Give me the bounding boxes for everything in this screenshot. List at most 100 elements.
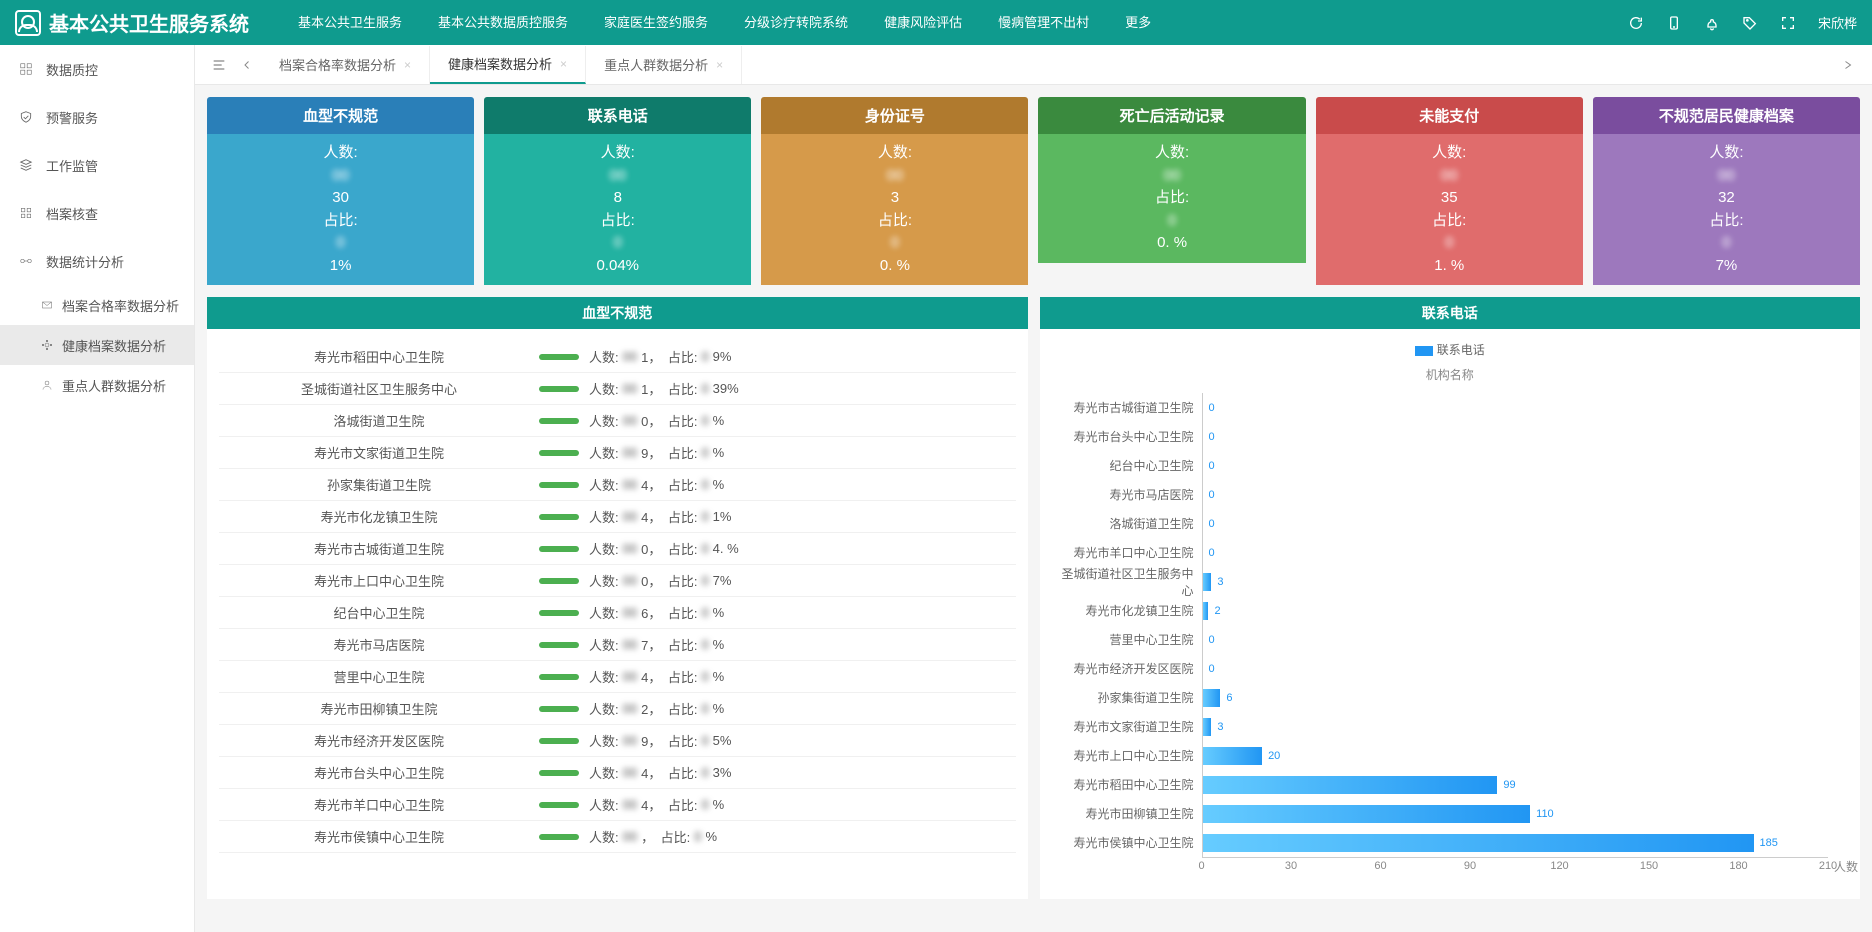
chart-bar-cell: 20 bbox=[1202, 741, 1829, 770]
org-name: 营里中心卫生院 bbox=[219, 667, 539, 686]
shield-icon bbox=[18, 109, 34, 125]
chart-row: 寿光市古城街道卫生院 0 bbox=[1052, 393, 1829, 422]
panel-title: 血型不规范 bbox=[207, 297, 1028, 329]
tag-icon[interactable] bbox=[1742, 15, 1758, 31]
table-row: 寿光市侯镇中心卫生院 人数:00， 占比:0% bbox=[219, 821, 1016, 853]
chart-bar-label: 寿光市古城街道卫生院 bbox=[1052, 399, 1202, 416]
grid-icon bbox=[18, 61, 34, 77]
progress-bar bbox=[539, 354, 579, 360]
org-name: 寿光市文家街道卫生院 bbox=[219, 443, 539, 462]
username[interactable]: 宋欣桦 bbox=[1818, 13, 1857, 32]
chart-bar-value: 0 bbox=[1209, 431, 1215, 443]
tabs-next-icon[interactable] bbox=[1834, 51, 1862, 79]
panel-blood-type: 血型不规范 寿光市稻田中心卫生院 人数:001， 占比:09% 圣城街道社区卫生… bbox=[207, 297, 1028, 899]
chart-bar-label: 寿光市田柳镇卫生院 bbox=[1052, 805, 1202, 822]
panel-title: 联系电话 bbox=[1040, 297, 1861, 329]
tabs: 档案合格率数据分析×健康档案数据分析×重点人群数据分析× bbox=[261, 46, 1834, 84]
tabs-prev-icon[interactable] bbox=[233, 51, 261, 79]
mobile-icon[interactable] bbox=[1666, 15, 1682, 31]
nav-item[interactable]: 家庭医生签约服务 bbox=[586, 0, 726, 45]
tab[interactable]: 健康档案数据分析 × bbox=[430, 46, 586, 84]
summary-card[interactable]: 血型不规范 人数:0030 占比:01% bbox=[207, 97, 474, 285]
card-body: 人数:0032 占比:07% bbox=[1593, 134, 1860, 285]
nav-item[interactable]: 基本公共卫生服务 bbox=[280, 0, 420, 45]
chart-bar-label: 寿光市稻田中心卫生院 bbox=[1052, 776, 1202, 793]
fullscreen-icon[interactable] bbox=[1780, 15, 1796, 31]
table-row: 寿光市古城街道卫生院 人数:000， 占比:04. % bbox=[219, 533, 1016, 565]
chart-row: 寿光市文家街道卫生院 3 bbox=[1052, 712, 1829, 741]
summary-card[interactable]: 不规范居民健康档案 人数:0032 占比:07% bbox=[1593, 97, 1860, 285]
link-icon bbox=[18, 253, 34, 269]
chart-bar-value: 0 bbox=[1209, 518, 1215, 530]
axis-tick: 90 bbox=[1464, 860, 1476, 872]
main: 档案合格率数据分析×健康档案数据分析×重点人群数据分析× 血型不规范 人数:00… bbox=[195, 45, 1872, 932]
chart-bar-label: 寿光市化龙镇卫生院 bbox=[1052, 602, 1202, 619]
chart-bar-cell: 2 bbox=[1202, 596, 1829, 625]
chart-bar-label: 营里中心卫生院 bbox=[1052, 631, 1202, 648]
chart-row: 寿光市上口中心卫生院 20 bbox=[1052, 741, 1829, 770]
tab[interactable]: 重点人群数据分析× bbox=[586, 46, 742, 84]
axis-tick: 60 bbox=[1374, 860, 1386, 872]
chart-row: 寿光市台头中心卫生院 0 bbox=[1052, 422, 1829, 451]
sidebar-collapse-icon[interactable] bbox=[205, 51, 233, 79]
summary-card[interactable]: 死亡后活动记录 人数:00 占比:00. % bbox=[1038, 97, 1305, 285]
chart-bar bbox=[1203, 602, 1209, 620]
axis-label: 人数 bbox=[1834, 858, 1858, 875]
sidebar-item[interactable]: 工作监管 bbox=[0, 141, 194, 189]
summary-card[interactable]: 身份证号 人数:003 占比:00. % bbox=[761, 97, 1028, 285]
user-icon bbox=[40, 378, 54, 392]
row-bar-cell: 人数:004， 占比:0% bbox=[539, 795, 1016, 814]
sidebar-sub-item[interactable]: 档案合格率数据分析 bbox=[0, 285, 194, 325]
card-body: 人数:003 占比:00. % bbox=[761, 134, 1028, 285]
summary-card[interactable]: 未能支付 人数:0035 占比:01. % bbox=[1316, 97, 1583, 285]
chart-row: 寿光市田柳镇卫生院 110 bbox=[1052, 799, 1829, 828]
sidebar-item-label: 数据质控 bbox=[46, 60, 98, 79]
sidebar-sub-item[interactable]: 重点人群数据分析 bbox=[0, 365, 194, 405]
table-row: 寿光市稻田中心卫生院 人数:001， 占比:09% bbox=[219, 341, 1016, 373]
chart-row: 孙家集街道卫生院 6 bbox=[1052, 683, 1829, 712]
close-icon[interactable]: × bbox=[560, 57, 567, 71]
row-stats: 人数:004， 占比:01% bbox=[589, 507, 731, 526]
sidebar-sub-label: 健康档案数据分析 bbox=[62, 336, 166, 355]
sidebar-item[interactable]: 数据质控 bbox=[0, 45, 194, 93]
chart-bar-value: 2 bbox=[1214, 605, 1220, 617]
axis-tick: 30 bbox=[1285, 860, 1297, 872]
bell-icon[interactable] bbox=[1704, 15, 1720, 31]
table-row: 寿光市马店医院 人数:007， 占比:0% bbox=[219, 629, 1016, 661]
chart-row: 寿光市稻田中心卫生院 99 bbox=[1052, 770, 1829, 799]
nav-item[interactable]: 慢病管理不出村 bbox=[980, 0, 1107, 45]
card-body: 人数:008 占比:00.04% bbox=[484, 134, 751, 285]
table-row: 寿光市文家街道卫生院 人数:009， 占比:0% bbox=[219, 437, 1016, 469]
chart-bar-cell: 110 bbox=[1202, 799, 1829, 828]
nav-item[interactable]: 分级诊疗转院系统 bbox=[726, 0, 866, 45]
chart-bar-value: 185 bbox=[1760, 837, 1778, 849]
chart-bar-value: 0 bbox=[1209, 402, 1215, 414]
org-name: 寿光市稻田中心卫生院 bbox=[219, 347, 539, 366]
nav-item[interactable]: 更多 bbox=[1107, 0, 1169, 45]
sidebar-item[interactable]: 档案核查 bbox=[0, 189, 194, 237]
org-name: 圣城街道社区卫生服务中心 bbox=[219, 379, 539, 398]
card-count: 人数:0032 bbox=[1593, 142, 1860, 210]
table-row: 营里中心卫生院 人数:004， 占比:0% bbox=[219, 661, 1016, 693]
nav-item[interactable]: 基本公共数据质控服务 bbox=[420, 0, 586, 45]
row-stats: 人数:000， 占比:07% bbox=[589, 571, 731, 590]
close-icon[interactable]: × bbox=[716, 58, 723, 72]
sidebar-item[interactable]: 数据统计分析 bbox=[0, 237, 194, 285]
chart-bar-cell: 0 bbox=[1202, 480, 1829, 509]
row-stats: 人数:001， 占比:039% bbox=[589, 379, 739, 398]
summary-card[interactable]: 联系电话 人数:008 占比:00.04% bbox=[484, 97, 751, 285]
nav-item[interactable]: 健康风险评估 bbox=[866, 0, 980, 45]
sidebar-item[interactable]: 预警服务 bbox=[0, 93, 194, 141]
sidebar-sub-item[interactable]: 健康档案数据分析 bbox=[0, 325, 194, 365]
chart-bar-cell: 6 bbox=[1202, 683, 1829, 712]
chart-bar-value: 0 bbox=[1209, 634, 1215, 646]
card-title: 不规范居民健康档案 bbox=[1593, 97, 1860, 134]
card-pct: 占比:00.04% bbox=[484, 210, 751, 278]
card-title: 死亡后活动记录 bbox=[1038, 97, 1305, 134]
row-bar-cell: 人数:006， 占比:0% bbox=[539, 603, 1016, 622]
card-count: 人数:008 bbox=[484, 142, 751, 210]
close-icon[interactable]: × bbox=[404, 58, 411, 72]
tab[interactable]: 档案合格率数据分析× bbox=[261, 46, 430, 84]
refresh-icon[interactable] bbox=[1628, 15, 1644, 31]
tab-label: 健康档案数据分析 bbox=[448, 54, 552, 73]
